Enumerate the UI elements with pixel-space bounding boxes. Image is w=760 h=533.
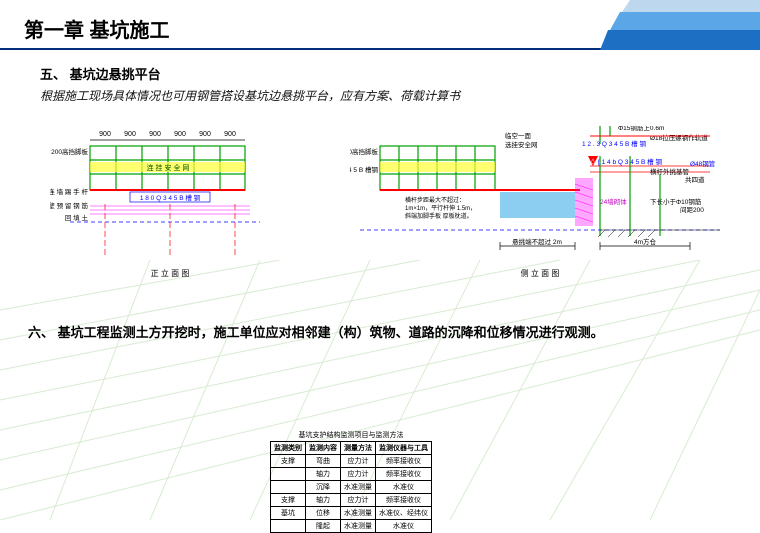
table-cell: 水准仪 xyxy=(376,520,432,533)
left-elevation-diagram: 900 900 900 900 900 900 连 挂 安 全 网 1 8 0 Q 3 … xyxy=(50,126,310,286)
table-caption: 基坑支护结构监测项目与监测方法 xyxy=(270,430,432,440)
table-cell: 轴力 xyxy=(306,494,341,507)
table-cell: 沉降 xyxy=(306,481,341,494)
svg-text:横杆外挑基管: 横杆外挑基管 xyxy=(650,167,690,176)
table-header: 监测仪器与工具 xyxy=(376,442,432,455)
section5-body: 根据施工现场具体情况也可用钢管搭设基坑边悬挑平台，应有方案、荷载计算书 xyxy=(40,87,720,104)
table-row: 支撑弯曲应力计频率接收仪 xyxy=(271,455,432,468)
table-cell: 支撑 xyxy=(271,494,306,507)
table-header: 监测类别 xyxy=(271,442,306,455)
table-row: 轴力应力计频率接收仪 xyxy=(271,468,432,481)
table-cell: 应力计 xyxy=(341,455,376,468)
svg-text:斜端加脚手板 厚板枕道。: 斜端加脚手板 厚板枕道。 xyxy=(405,212,473,220)
table-row: 隆起水准测量水准仪 xyxy=(271,520,432,533)
svg-text:900: 900 xyxy=(224,131,236,138)
svg-text:900: 900 xyxy=(174,131,186,138)
svg-text:侧 立 面 图: 侧 立 面 图 xyxy=(521,268,560,278)
monitoring-table: 基坑支护结构监测项目与监测方法 监测类别监测内容测量方法监测仪器与工具 支撑弯曲… xyxy=(270,430,432,533)
svg-text:Φ15钢筋上0.6m: Φ15钢筋上0.6m xyxy=(618,126,664,132)
svg-text:基 坑 护 壁 预 留 钢 筋: 基 坑 护 壁 预 留 钢 筋 xyxy=(50,201,88,210)
side-elevation-diagram: 临空一面 选挂安全网 Φ15钢筋上0.6m Ø18拉压螺钢作轨道 1 2 . 3… xyxy=(350,126,730,286)
table-cell xyxy=(271,481,306,494)
svg-text:临空一面: 临空一面 xyxy=(505,131,532,140)
table-cell: 应力计 xyxy=(341,468,376,481)
svg-text:选挂安全网: 选挂安全网 xyxy=(505,140,538,149)
svg-text:横杆步距最大不超过：: 横杆步距最大不超过： xyxy=(405,196,465,204)
header-band: 第一章 基坑施工 xyxy=(0,0,760,50)
table-cell: 频率接收仪 xyxy=(376,468,432,481)
svg-text:200高挡脚板: 200高挡脚板 xyxy=(51,147,88,156)
svg-text:Ø18拉压螺钢作轨道: Ø18拉压螺钢作轨道 xyxy=(650,133,708,142)
svg-text:△: △ xyxy=(590,158,596,165)
table-cell: 弯曲 xyxy=(306,455,341,468)
chapter-title: 第一章 基坑施工 xyxy=(24,14,170,43)
table-cell: 水准测量 xyxy=(341,481,376,494)
table-cell xyxy=(271,520,306,533)
svg-text:24墙砌体: 24墙砌体 xyxy=(600,197,627,206)
table-cell: 轴力 xyxy=(306,468,341,481)
table-cell: 水准测量 xyxy=(341,520,376,533)
table-cell: 水准测量 xyxy=(341,507,376,520)
svg-text:回 填 土: 回 填 土 xyxy=(65,213,89,222)
table-row: 沉降水准测量水准仪 xyxy=(271,481,432,494)
svg-text:1m×1m，平行杆伸 1.5m，: 1m×1m，平行杆伸 1.5m， xyxy=(405,204,476,212)
diagrams-area: 900 900 900 900 900 900 连 挂 安 全 网 1 8 0 Q 3 … xyxy=(20,120,740,290)
svg-text:间距200: 间距200 xyxy=(680,206,704,214)
header-accent xyxy=(600,0,760,50)
svg-text:共四道: 共四道 xyxy=(685,175,705,184)
svg-text:正 立 面 图: 正 立 面 图 xyxy=(151,268,190,278)
svg-text:200高挡脚板: 200高挡脚板 xyxy=(350,147,378,156)
table-cell: 隆起 xyxy=(306,520,341,533)
svg-text:900: 900 xyxy=(149,131,161,138)
svg-text:900: 900 xyxy=(199,131,211,138)
table-header: 测量方法 xyxy=(341,442,376,455)
table-cell: 基坑 xyxy=(271,507,306,520)
table-header: 监测内容 xyxy=(306,442,341,455)
svg-text:连 墙 踢 手 杆: 连 墙 踢 手 杆 xyxy=(50,187,88,196)
table-cell xyxy=(271,468,306,481)
table-cell: 频率接收仪 xyxy=(376,494,432,507)
table-cell: 水准仪、经纬仪 xyxy=(376,507,432,520)
svg-text:900: 900 xyxy=(99,131,111,138)
table-row: 支撑轴力应力计频率接收仪 xyxy=(271,494,432,507)
svg-text:1 8 0 Q 3 4 5 B 槽 钢: 1 8 0 Q 3 4 5 B 槽 钢 xyxy=(140,193,201,202)
svg-text:下长小于Φ10钢筋: 下长小于Φ10钢筋 xyxy=(650,197,702,206)
section6-text: 六、 基坑工程监测土方开挖时，施工单位应对相邻建（构）筑物、道路的沉降和位移情况… xyxy=(28,322,732,341)
table-cell: 位移 xyxy=(306,507,341,520)
svg-text:12 Q3 4 5 B 槽钢: 12 Q3 4 5 B 槽钢 xyxy=(350,165,378,174)
section5-heading: 五、 基坑边悬挑平台 xyxy=(40,64,760,83)
svg-text:Ø48钢管: Ø48钢管 xyxy=(690,159,716,168)
svg-text:900: 900 xyxy=(124,131,136,138)
table-cell: 应力计 xyxy=(341,494,376,507)
svg-text:悬挑端不超过 2m: 悬挑端不超过 2m xyxy=(512,237,562,246)
svg-text:连 挂 安 全 网: 连 挂 安 全 网 xyxy=(147,163,190,172)
svg-text:1 2 . 3 Q 3 4 5 B 槽 钢: 1 2 . 3 Q 3 4 5 B 槽 钢 xyxy=(582,139,646,148)
table-cell: 支撑 xyxy=(271,455,306,468)
table-row: 基坑位移水准测量水准仪、经纬仪 xyxy=(271,507,432,520)
table-cell: 频率接收仪 xyxy=(376,455,432,468)
svg-text:4m方仓: 4m方仓 xyxy=(634,237,657,246)
table-cell: 水准仪 xyxy=(376,481,432,494)
